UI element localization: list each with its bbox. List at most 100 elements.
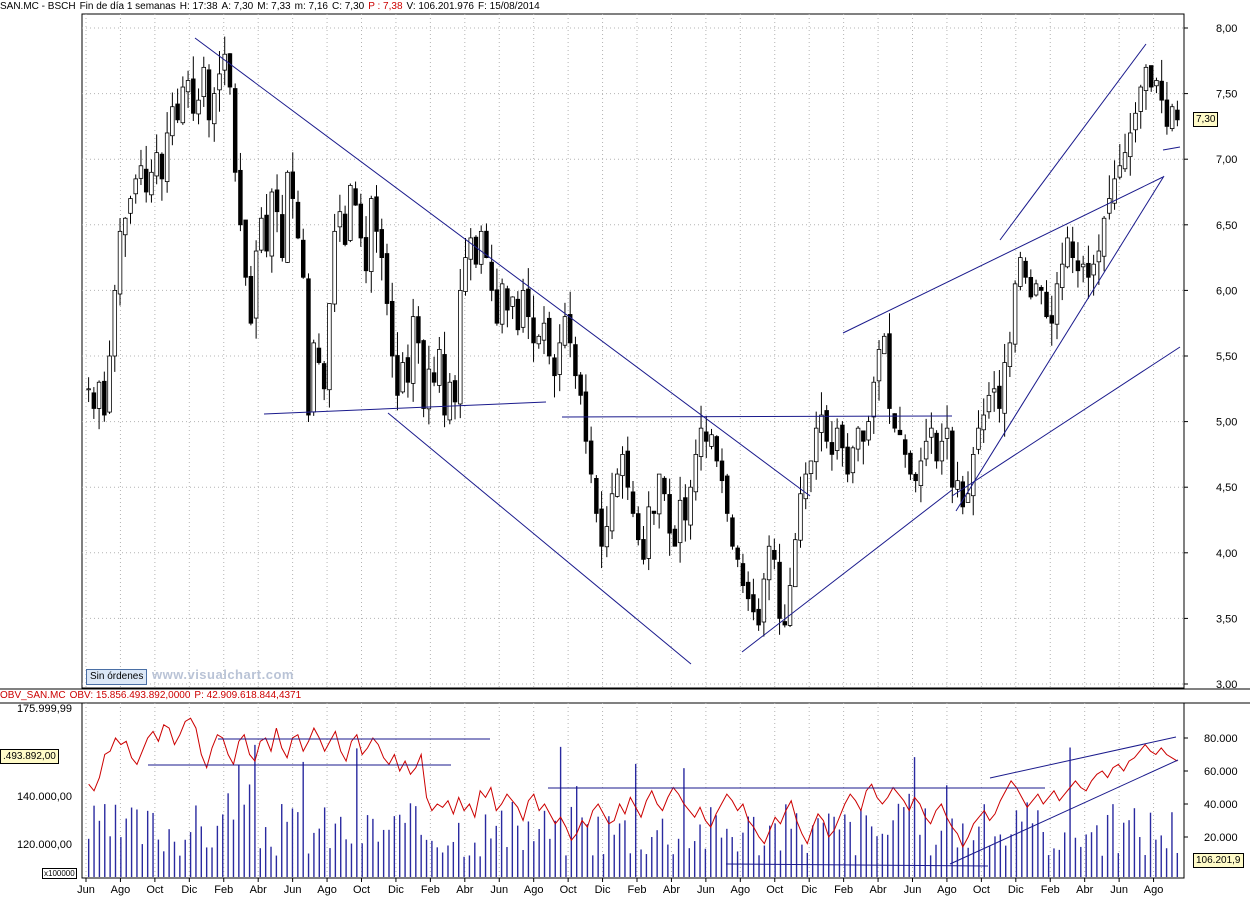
- candle-body: [369, 198, 374, 272]
- candle-body: [526, 288, 531, 318]
- candle-body: [698, 427, 704, 457]
- obv-trend-line: [725, 863, 989, 867]
- candle-body: [248, 275, 254, 324]
- candle-body: [400, 362, 405, 393]
- volume-value-badge: 106.201,9: [1193, 853, 1244, 868]
- candle-body: [813, 427, 819, 463]
- candle-body: [253, 250, 259, 319]
- candle-body: [442, 354, 447, 416]
- candle-body: [934, 432, 939, 462]
- price-tick-label: 5,00: [1216, 417, 1237, 429]
- obv-right-tick-label: 80.000: [1204, 733, 1238, 745]
- candle-body: [1122, 152, 1128, 170]
- candle-body: [1065, 237, 1070, 268]
- x-tick-label: Jun: [490, 884, 508, 896]
- candle-body: [1117, 165, 1123, 178]
- candle-body: [1012, 283, 1018, 345]
- candle-body: [761, 578, 767, 623]
- candle-body: [819, 414, 824, 433]
- last-price-badge: 7,30: [1193, 112, 1219, 127]
- candle-body: [196, 99, 201, 115]
- candle-body: [850, 447, 856, 474]
- candle-body: [238, 169, 243, 226]
- sin-ordenes-button[interactable]: Sin órdenes: [86, 669, 148, 685]
- x-tick-label: Oct: [973, 884, 990, 896]
- candle-body: [478, 230, 484, 265]
- candle-body: [1101, 217, 1107, 257]
- x-tick-label: Ago: [524, 884, 544, 896]
- price-tick-label: 7,50: [1216, 89, 1237, 101]
- candle-body: [1112, 178, 1117, 204]
- candle-body: [1169, 106, 1175, 129]
- candle-body: [552, 357, 557, 377]
- candle-body: [259, 217, 264, 251]
- candle-body: [615, 473, 620, 497]
- x-tick-label: Dic: [801, 884, 817, 896]
- candle-body: [567, 314, 573, 344]
- candle-body: [777, 561, 782, 619]
- candle-body: [332, 230, 337, 305]
- x-tick-label: Feb: [1041, 884, 1060, 896]
- candle-body: [222, 53, 227, 71]
- candle-body: [473, 236, 479, 265]
- candle-body: [1044, 291, 1049, 318]
- candle-body: [384, 253, 390, 304]
- candle-body: [227, 53, 233, 88]
- x-tick-label: Dic: [181, 884, 197, 896]
- candle-body: [787, 585, 793, 626]
- candle-body: [1023, 260, 1028, 278]
- candle-body: [212, 93, 217, 125]
- x-tick-label: Abr: [1076, 884, 1093, 896]
- candle-body: [578, 374, 583, 396]
- multiplier-label: x100000: [42, 868, 77, 879]
- obv-panel-frame: [81, 702, 1185, 879]
- candle-body: [855, 427, 861, 450]
- obv-left-tick-label: 120.000,00: [17, 839, 72, 851]
- candle-body: [641, 539, 646, 560]
- x-tick-label: Abr: [456, 884, 473, 896]
- candle-body: [557, 342, 562, 375]
- price-tick-label: 8,00: [1216, 23, 1237, 35]
- candle-body: [834, 427, 840, 451]
- candle-body: [766, 545, 772, 581]
- price-tick-label: 7,00: [1216, 154, 1237, 166]
- volume-bars-group: [87, 744, 1179, 877]
- candle-body: [452, 380, 458, 403]
- candle-body: [117, 230, 123, 295]
- candle-body: [562, 316, 568, 346]
- candle-body: [939, 440, 945, 462]
- candle-body: [594, 478, 599, 514]
- candle-body: [651, 510, 657, 514]
- candle-body: [887, 333, 892, 409]
- period-label: Fin de día 1 semanas: [79, 1, 176, 12]
- obv-header: OBV_SAN.MC OBV: 15.856.493.892,0000 P: 42.…: [0, 689, 1250, 703]
- x-tick-label: Dic: [595, 884, 611, 896]
- candle-body: [306, 278, 311, 416]
- x-tick-label: Ago: [317, 884, 337, 896]
- candle-body: [180, 86, 186, 124]
- price-tick-label: 3,50: [1216, 613, 1237, 625]
- candle-body: [531, 317, 536, 344]
- candle-body: [321, 363, 327, 390]
- trend-line: [999, 43, 1147, 241]
- candle-body: [876, 349, 882, 382]
- candle-body: [971, 453, 976, 497]
- trend-line: [842, 176, 1164, 334]
- price-tick-label: 5,50: [1216, 351, 1237, 363]
- candle-body: [756, 608, 761, 626]
- candle-body: [845, 446, 850, 475]
- x-tick-label: Jun: [697, 884, 715, 896]
- candle-body: [573, 344, 578, 377]
- candle-body: [751, 594, 756, 613]
- price-tick-label: 6,50: [1216, 220, 1237, 232]
- candle-body: [206, 69, 212, 121]
- candle-body: [1049, 315, 1054, 324]
- candle-body: [897, 429, 903, 436]
- price-tick-label: 4,50: [1216, 482, 1237, 494]
- candle-body: [636, 513, 641, 541]
- x-tick-label: Abr: [870, 884, 887, 896]
- candle-body: [782, 621, 788, 626]
- price-chart-header: SAN.MC - BSCH Fin de día 1 semanas H: 17:3…: [0, 0, 1250, 14]
- x-tick-label: Feb: [421, 884, 440, 896]
